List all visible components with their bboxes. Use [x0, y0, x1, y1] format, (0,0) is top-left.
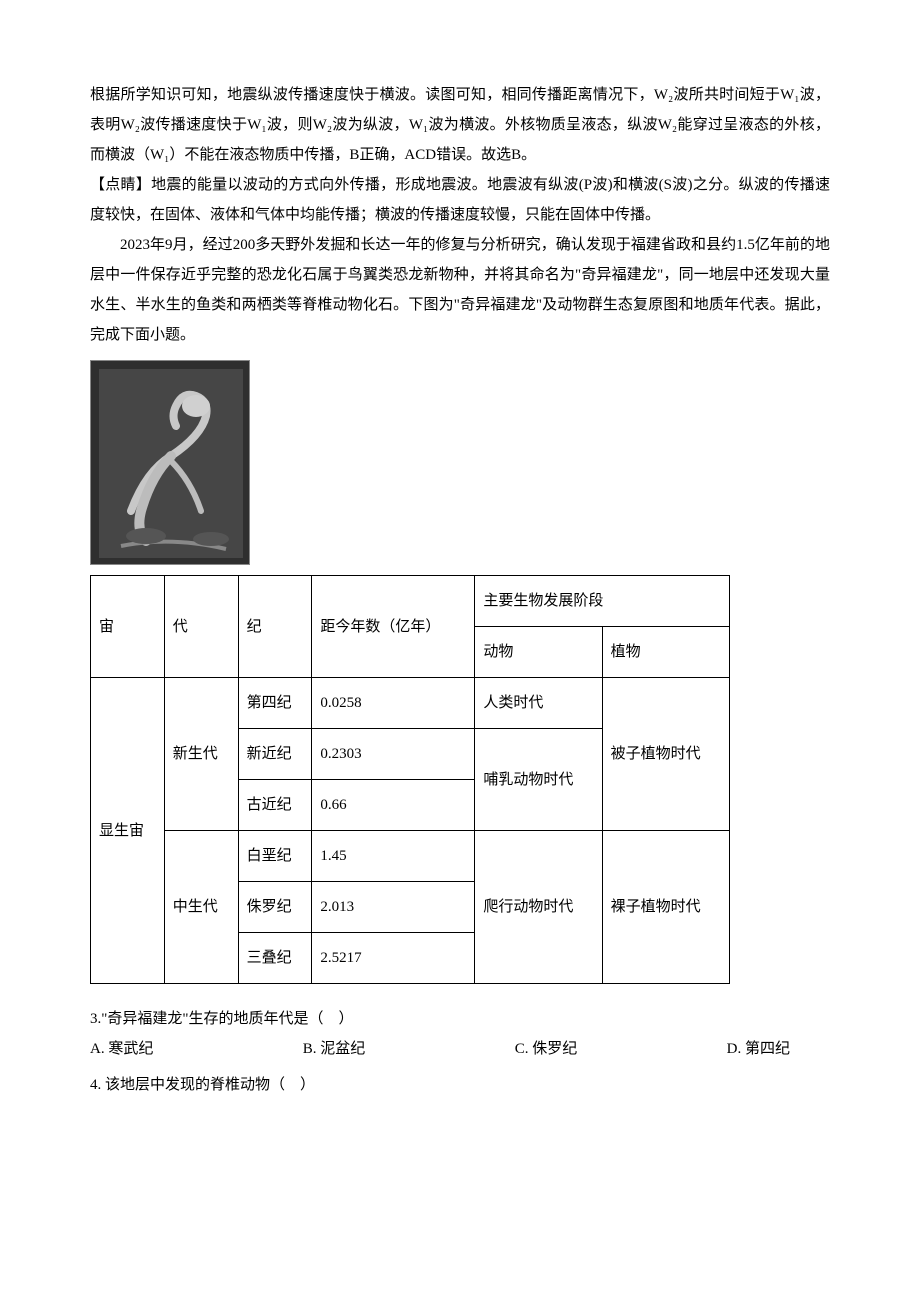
q3-option-a[interactable]: A. 寒武纪: [90, 1034, 153, 1064]
cell-age-cretaceous: 1.45: [312, 831, 475, 882]
cell-period-neogene: 新近纪: [238, 729, 312, 780]
cell-animal-human: 人类时代: [475, 678, 602, 729]
q3-option-c[interactable]: C. 侏罗纪: [515, 1034, 578, 1064]
cell-period-cretaceous: 白垩纪: [238, 831, 312, 882]
cell-era-cenozoic: 新生代: [164, 678, 238, 831]
fossil-reconstruction-image: [90, 360, 250, 565]
cell-age-quaternary: 0.0258: [312, 678, 475, 729]
cell-age-neogene: 0.2303: [312, 729, 475, 780]
th-era: 代: [164, 576, 238, 678]
cell-era-mesozoic: 中生代: [164, 831, 238, 984]
q3-options: A. 寒武纪 B. 泥盆纪 C. 侏罗纪 D. 第四纪: [90, 1034, 790, 1064]
q4-stem: 4. 该地层中发现的脊椎动物（ ）: [90, 1070, 830, 1100]
explanation-para-1: 根据所学知识可知，地震纵波传播速度快于横波。读图可知，相同传播距离情况下，W₂波…: [90, 80, 830, 170]
cell-period-jurassic: 侏罗纪: [238, 882, 312, 933]
cell-age-jurassic: 2.013: [312, 882, 475, 933]
cell-period-triassic: 三叠纪: [238, 933, 312, 984]
th-plant: 植物: [602, 627, 729, 678]
cell-eon: 显生宙: [91, 678, 165, 984]
cell-plant-angiosperm: 被子植物时代: [602, 678, 729, 831]
explanation-para-2: 【点睛】地震的能量以波动的方式向外传播，形成地震波。地震波有纵波(P波)和横波(…: [90, 170, 830, 230]
th-animal: 动物: [475, 627, 602, 678]
th-stage: 主要生物发展阶段: [475, 576, 730, 627]
th-age: 距今年数（亿年）: [312, 576, 475, 678]
cell-animal-reptile: 爬行动物时代: [475, 831, 602, 984]
q3-option-b[interactable]: B. 泥盆纪: [303, 1034, 366, 1064]
cell-period-paleogene: 古近纪: [238, 780, 312, 831]
th-eon: 宙: [91, 576, 165, 678]
cell-animal-mammal: 哺乳动物时代: [475, 729, 602, 831]
geologic-time-table: 宙 代 纪 距今年数（亿年） 主要生物发展阶段 动物 植物 显生宙 新生代 第四…: [90, 575, 730, 984]
cell-age-triassic: 2.5217: [312, 933, 475, 984]
cell-plant-gymnosperm: 裸子植物时代: [602, 831, 729, 984]
th-period: 纪: [238, 576, 312, 678]
q3-option-d[interactable]: D. 第四纪: [727, 1034, 790, 1064]
q3-stem: 3."奇异福建龙"生存的地质年代是（ ）: [90, 1004, 830, 1034]
cell-period-quaternary: 第四纪: [238, 678, 312, 729]
passage-text: 2023年9月，经过200多天野外发掘和长达一年的修复与分析研究，确认发现于福建…: [90, 230, 830, 350]
fossil-svg: [91, 361, 250, 565]
cell-age-paleogene: 0.66: [312, 780, 475, 831]
